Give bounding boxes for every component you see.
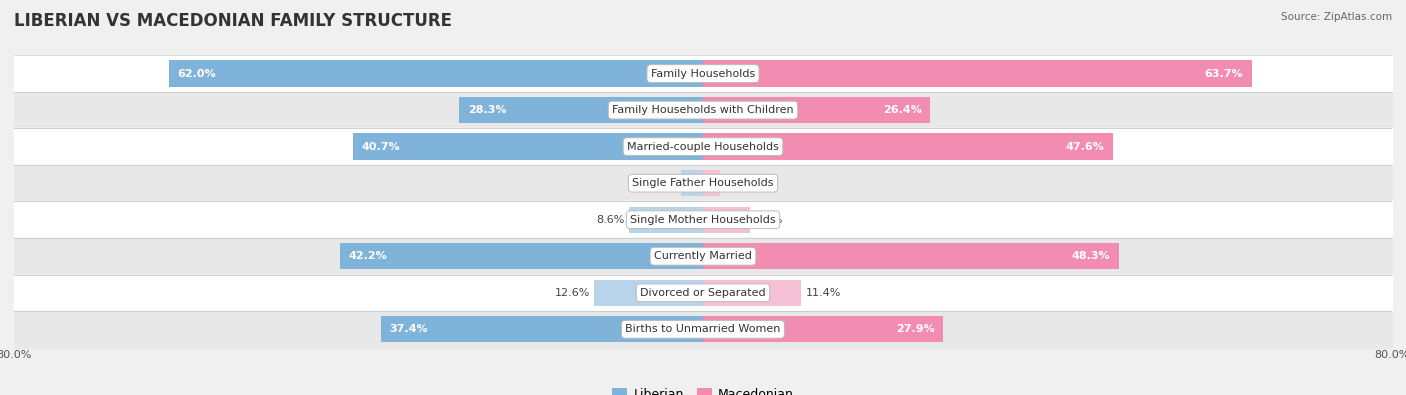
Text: Family Households: Family Households	[651, 69, 755, 79]
Text: Currently Married: Currently Married	[654, 251, 752, 261]
Text: Source: ZipAtlas.com: Source: ZipAtlas.com	[1281, 12, 1392, 22]
Text: Divorced or Separated: Divorced or Separated	[640, 288, 766, 298]
Text: 42.2%: 42.2%	[349, 251, 387, 261]
Text: 40.7%: 40.7%	[361, 142, 399, 152]
Text: 48.3%: 48.3%	[1071, 251, 1111, 261]
Text: 37.4%: 37.4%	[389, 324, 429, 334]
Bar	[703, 243, 1119, 269]
Text: 47.6%: 47.6%	[1066, 142, 1104, 152]
Bar	[595, 280, 703, 306]
Text: 63.7%: 63.7%	[1205, 69, 1243, 79]
Text: Single Father Households: Single Father Households	[633, 178, 773, 188]
Text: 62.0%: 62.0%	[177, 69, 217, 79]
Bar	[353, 134, 703, 160]
Text: 2.5%: 2.5%	[648, 178, 678, 188]
Bar	[703, 280, 801, 306]
Bar	[628, 207, 703, 233]
Text: 27.9%: 27.9%	[896, 324, 935, 334]
Text: Married-couple Households: Married-couple Households	[627, 142, 779, 152]
Text: 28.3%: 28.3%	[468, 105, 506, 115]
Text: 2.0%: 2.0%	[724, 178, 752, 188]
Bar	[703, 97, 931, 123]
Bar	[703, 207, 749, 233]
Bar	[703, 60, 1251, 87]
Bar	[460, 97, 703, 123]
Bar	[340, 243, 703, 269]
Bar	[703, 170, 720, 196]
Text: 12.6%: 12.6%	[555, 288, 591, 298]
Legend: Liberian, Macedonian: Liberian, Macedonian	[607, 383, 799, 395]
Text: 26.4%: 26.4%	[883, 105, 922, 115]
Text: Births to Unmarried Women: Births to Unmarried Women	[626, 324, 780, 334]
Text: 8.6%: 8.6%	[596, 215, 624, 225]
Text: 11.4%: 11.4%	[806, 288, 841, 298]
Bar	[682, 170, 703, 196]
Bar	[703, 134, 1114, 160]
Text: Family Households with Children: Family Households with Children	[612, 105, 794, 115]
Bar	[703, 316, 943, 342]
Text: LIBERIAN VS MACEDONIAN FAMILY STRUCTURE: LIBERIAN VS MACEDONIAN FAMILY STRUCTURE	[14, 12, 453, 30]
Text: Single Mother Households: Single Mother Households	[630, 215, 776, 225]
Text: 5.4%: 5.4%	[754, 215, 782, 225]
Bar	[169, 60, 703, 87]
Bar	[381, 316, 703, 342]
